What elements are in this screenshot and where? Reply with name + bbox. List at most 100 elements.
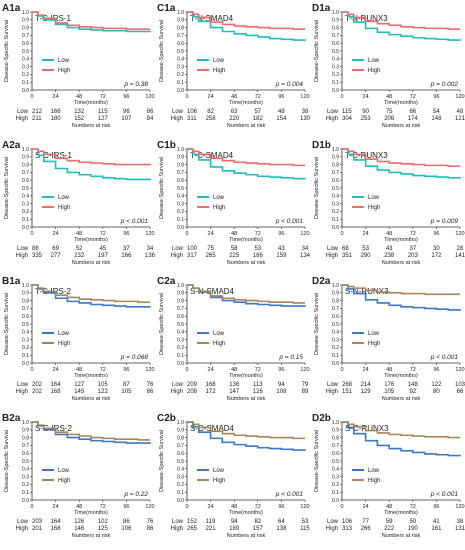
panel-title-A2a: S-C-IRS-1 — [35, 151, 72, 160]
p-value-D2b: p < 0.001 — [430, 491, 459, 498]
x-tick-label-C2b-0: 0 — [185, 504, 188, 510]
y-tick-label-D1b-0: 0.0 — [332, 225, 339, 231]
risk-low-D2b-0: 106 — [342, 519, 353, 525]
risk-high-D1b-1: 290 — [361, 253, 372, 259]
y-tick-label-C2b-5: 0.5 — [177, 459, 184, 465]
risk-low-C1a-0: 106 — [187, 109, 198, 115]
risk-label-high-D2a: High — [326, 389, 338, 395]
y-tick-label-A1a-3: 0.3 — [22, 64, 29, 70]
y-tick-label-D1b-4: 0.4 — [332, 194, 339, 200]
x-tick-label-D2b-1: 24 — [363, 504, 369, 510]
x-axis-title-C1b: Time(months) — [229, 237, 263, 243]
risk-low-C2b-0: 152 — [187, 519, 198, 525]
y-tick-label-D2b-7: 0.7 — [332, 443, 339, 449]
risk-low-C2b-3: 82 — [254, 519, 261, 525]
x-axis-title-D2b: Time(months) — [384, 510, 418, 516]
y-tick-label-C1a-8: 0.8 — [177, 25, 184, 31]
risk-low-C2a-0: 209 — [187, 382, 198, 388]
risk-high-A2a-5: 136 — [145, 253, 156, 259]
curve-D1b-low — [342, 148, 461, 179]
curve-B1a-high — [32, 284, 150, 303]
y-tick-label-A2a-5: 0.5 — [22, 186, 29, 192]
x-tick-label-D2a-3: 72 — [410, 367, 416, 373]
y-tick-label-C1b-3: 0.3 — [177, 201, 184, 207]
risk-high-D1a-4: 148 — [431, 116, 442, 122]
risk-high-C2a-5: 89 — [302, 389, 309, 395]
x-tick-label-C2b-4: 96 — [278, 504, 284, 510]
x-axis-title-D1b: Time(months) — [384, 237, 418, 243]
legend-label-A1a-low: Low — [58, 58, 70, 64]
x-tick-label-D2b-5: 120 — [455, 504, 464, 510]
y-tick-label-A2a-1: 0.1 — [22, 217, 29, 223]
risk-high-D1b-5: 141 — [455, 253, 465, 259]
risk-low-D2a-0: 268 — [342, 382, 353, 388]
panel-title-C2a: S-N-SMAD4 — [190, 287, 235, 296]
risk-low-D2b-4: 41 — [433, 519, 440, 525]
y-tick-label-C2b-7: 0.7 — [177, 443, 184, 449]
y-tick-label-D2a-3: 0.3 — [332, 337, 339, 343]
x-tick-label-A2a-3: 72 — [100, 231, 106, 237]
risk-low-C2b-4: 64 — [278, 519, 285, 525]
y-tick-label-D1b-8: 0.8 — [332, 162, 339, 168]
x-tick-label-D2a-4: 96 — [433, 367, 439, 373]
risk-high-D2b-0: 313 — [342, 526, 353, 532]
y-tick-label-C1b-5: 0.5 — [177, 186, 184, 192]
risk-low-C1a-5: 38 — [302, 109, 309, 115]
risk-high-A1a-4: 107 — [121, 116, 132, 122]
legend-label-C1a-high: High — [213, 68, 225, 74]
y-tick-label-D1a-9: 0.9 — [332, 18, 339, 24]
y-tick-label-B2a-7: 0.7 — [22, 443, 29, 449]
y-tick-label-B1a-10: 1.0 — [22, 283, 29, 289]
x-tick-label-C2b-1: 24 — [208, 504, 214, 510]
x-axis-title-B1a: Time(months) — [74, 373, 108, 379]
y-tick-label-D1a-8: 0.8 — [332, 25, 339, 31]
risk-high-C2a-4: 108 — [276, 389, 287, 395]
risk-high-C2b-4: 138 — [276, 526, 287, 532]
risk-high-C1a-3: 182 — [253, 116, 264, 122]
x-tick-label-D1a-5: 120 — [455, 94, 464, 100]
legend-label-C2a-low: Low — [213, 331, 225, 337]
risk-high-A2a-1: 277 — [51, 253, 62, 259]
risk-high-C1a-1: 258 — [206, 116, 217, 122]
y-tick-label-C1a-1: 0.1 — [177, 80, 184, 86]
risk-high-D2a-1: 129 — [361, 389, 372, 395]
y-tick-label-B2a-5: 0.5 — [22, 459, 29, 465]
risk-high-B2a-2: 146 — [74, 526, 85, 532]
curve-A1a-high — [32, 11, 150, 30]
risk-header-D2a: Numbers at risk — [382, 396, 421, 402]
risk-label-high-C2b: High — [171, 526, 183, 532]
x-tick-label-C2a-4: 96 — [278, 367, 284, 373]
x-tick-label-A2a-2: 48 — [76, 231, 82, 237]
y-tick-label-C1a-6: 0.6 — [177, 41, 184, 47]
y-tick-label-A2a-2: 0.2 — [22, 209, 29, 215]
y-tick-label-B2a-4: 0.4 — [22, 467, 29, 473]
risk-high-C1b-2: 225 — [229, 253, 240, 259]
y-tick-label-B2a-2: 0.2 — [22, 482, 29, 488]
y-tick-label-D1b-10: 1.0 — [332, 147, 339, 153]
x-tick-label-D1b-4: 96 — [433, 231, 439, 237]
risk-high-C1b-4: 159 — [276, 253, 287, 259]
x-tick-label-D1a-0: 0 — [340, 94, 343, 100]
risk-low-B2a-5: 76 — [147, 519, 154, 525]
legend-label-A2a-low: Low — [58, 195, 70, 201]
y-tick-label-D2b-0: 0.0 — [332, 498, 339, 504]
y-tick-label-D2b-6: 0.6 — [332, 451, 339, 457]
x-tick-label-C1a-0: 0 — [185, 94, 188, 100]
y-tick-label-D2a-2: 0.2 — [332, 345, 339, 351]
risk-high-D1a-0: 304 — [342, 116, 353, 122]
risk-high-D1a-5: 121 — [455, 116, 465, 122]
x-tick-label-B2a-2: 48 — [76, 504, 82, 510]
y-tick-label-D2b-1: 0.1 — [332, 490, 339, 496]
risk-high-B2a-1: 168 — [51, 526, 62, 532]
y-tick-label-C1a-4: 0.4 — [177, 57, 184, 63]
risk-low-C2a-5: 79 — [302, 382, 309, 388]
y-tick-label-C2b-3: 0.3 — [177, 474, 184, 480]
panel-id-D1a: D1a — [312, 3, 331, 14]
risk-low-C2b-5: 53 — [302, 519, 309, 525]
risk-high-C1b-3: 186 — [253, 253, 264, 259]
y-tick-label-C2a-7: 0.7 — [177, 306, 184, 312]
y-tick-label-C1a-0: 0.0 — [177, 88, 184, 94]
y-tick-label-D1b-9: 0.9 — [332, 155, 339, 161]
risk-low-D2a-1: 214 — [361, 382, 372, 388]
